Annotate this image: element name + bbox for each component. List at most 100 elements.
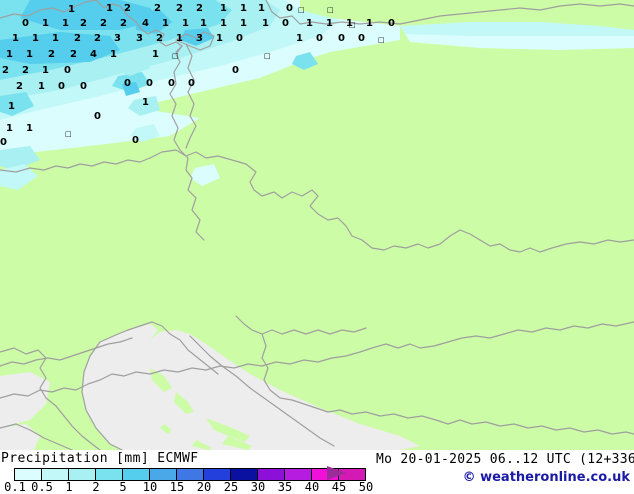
copyright-credit: © weatheronline.co.uk (462, 470, 630, 485)
precip-value: 1 (62, 18, 69, 29)
border-de-mid (185, 43, 197, 149)
precip-value: 0 (0, 137, 7, 148)
colorbar-swatch-7 (204, 469, 231, 480)
precip-value: 1 (42, 65, 49, 76)
coast-north (0, 0, 97, 19)
precip-value: 4 (142, 18, 149, 29)
precip-value: 2 (16, 81, 23, 92)
precip-core-l (130, 124, 160, 142)
precip-value: 0 (94, 111, 101, 122)
precip-value: 2 (154, 3, 161, 14)
border-it-w (0, 347, 47, 399)
border-cz-w (0, 157, 151, 173)
precip-value: 0 (358, 33, 365, 44)
colorbar-tick-2: 2 (92, 480, 100, 494)
island-4 (222, 436, 252, 450)
colorbar-swatch-12 (339, 469, 365, 480)
precip-value: 1 (42, 18, 49, 29)
precip-value: 2 (80, 18, 87, 29)
colorbar-tick-0.5: 0.5 (31, 480, 53, 494)
border-hu-e (331, 321, 634, 359)
precip-core-g (122, 82, 140, 96)
colorbar-tick-30: 30 (250, 480, 266, 494)
precip-value: 0 (338, 33, 345, 44)
island-2 (174, 392, 194, 414)
coast-italy-n (127, 321, 219, 375)
border-hr-2 (315, 407, 437, 421)
precip-core-j (292, 52, 318, 70)
precip-value: 1 (346, 18, 353, 29)
precip-value: 1 (52, 33, 59, 44)
coast-it-sw (0, 423, 73, 450)
colorbar-tick-labels: 0.1 0.5 1 2 5 10 15 20 25 30 35 40 45 50 (0, 480, 373, 494)
precip-value: 3 (196, 33, 203, 44)
border-si (235, 315, 367, 335)
precip-value: 2 (48, 49, 55, 60)
precip-core-i (114, 56, 150, 76)
precip-value: 0 (58, 81, 65, 92)
precip-zero-marker: □ (172, 52, 179, 60)
precip-zero-marker: □ (327, 6, 334, 14)
border-at (0, 357, 333, 399)
border-ne-loop (175, 31, 215, 51)
colorbar-swatch-6 (177, 469, 204, 480)
precip-value: 2 (2, 65, 9, 76)
precip-core-c (135, 10, 172, 34)
precip-value: 2 (94, 33, 101, 44)
precip-value: 4 (90, 49, 97, 60)
precip-value: 1 (306, 18, 313, 29)
legend-footer: Precipitation [mm] ECMWF 0.1 0.5 1 2 5 10 15 20… (0, 450, 634, 494)
precip-value: 2 (156, 33, 163, 44)
model-run-timestamp: Mo 20-01-2025 06..12 UTC (12+336 (375, 452, 634, 467)
precipitation-colorbar[interactable] (14, 468, 366, 481)
island-6 (160, 424, 172, 434)
precip-value: 1 (200, 18, 207, 29)
precip-core-n (0, 164, 38, 190)
island-3 (206, 418, 250, 442)
precip-band-0p1-b (0, 110, 200, 156)
colorbar-tick-40: 40 (304, 480, 320, 494)
colorbar-tick-0.1: 0.1 (4, 480, 26, 494)
precip-tail-east-2 (400, 22, 634, 36)
precip-value: 3 (114, 33, 121, 44)
colorbar-tick-35: 35 (277, 480, 293, 494)
colorbar-tick-25: 25 (223, 480, 239, 494)
precip-value: 1 (142, 97, 149, 108)
precip-value: 1 (12, 33, 19, 44)
precip-value: 2 (176, 3, 183, 14)
coast-north-3 (147, 29, 183, 53)
coast-dalmatia (189, 335, 335, 447)
precip-core-m (0, 146, 40, 170)
precip-core-f (112, 72, 150, 92)
precip-value: 1 (26, 123, 33, 134)
precip-value: 0 (232, 65, 239, 76)
colorbar-swatch-5 (150, 469, 177, 480)
precip-value: 1 (296, 33, 303, 44)
precip-value: 0 (64, 65, 71, 76)
precip-value: 0 (146, 78, 153, 89)
border-cz-n (149, 149, 385, 251)
precip-core-h (0, 92, 34, 116)
precip-blotch-1 (190, 164, 220, 186)
precip-core-e (68, 40, 108, 60)
precip-value: 2 (22, 65, 29, 76)
colorbar-swatch-10 (285, 469, 312, 480)
colorbar-swatch-9 (258, 469, 285, 480)
border-it-inner (45, 397, 101, 450)
colorbar-swatch-8 (231, 469, 258, 480)
precip-core-a (20, 0, 160, 30)
precip-core-k (128, 96, 160, 116)
precip-value: 1 (8, 101, 15, 112)
precip-value: 1 (38, 81, 45, 92)
colorbar-tick-15: 15 (169, 480, 185, 494)
precip-zero-marker: □ (65, 130, 72, 138)
precip-value: 0 (124, 78, 131, 89)
precip-zero-marker: □ (298, 6, 305, 14)
precip-value: 1 (326, 18, 333, 29)
precip-value: 2 (100, 18, 107, 29)
precip-value: 0 (188, 78, 195, 89)
colorbar-tick-5: 5 (119, 480, 127, 494)
precip-zero-marker: □ (378, 36, 385, 44)
